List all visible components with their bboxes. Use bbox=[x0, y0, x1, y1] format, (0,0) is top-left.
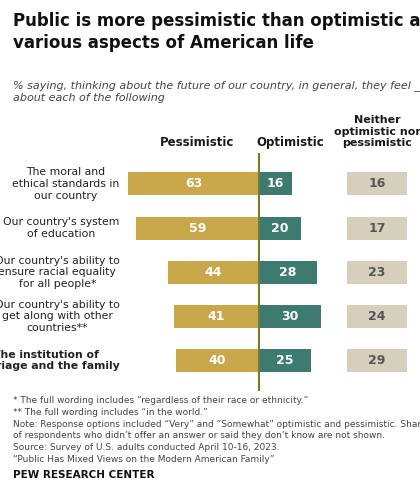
Text: Optimistic: Optimistic bbox=[256, 136, 324, 149]
Text: * The full wording includes “regardless of their race or ethnicity.”
** The full: * The full wording includes “regardless … bbox=[13, 396, 420, 464]
Bar bbox=[168, 260, 259, 284]
Text: 25: 25 bbox=[276, 354, 294, 367]
Text: % saying, thinking about the future of our country, in general, they feel ____
a: % saying, thinking about the future of o… bbox=[13, 80, 420, 104]
Text: 63: 63 bbox=[185, 177, 202, 191]
Text: Public is more pessimistic than optimistic about
various aspects of American lif: Public is more pessimistic than optimist… bbox=[13, 12, 420, 52]
Bar bbox=[259, 260, 317, 284]
Bar bbox=[259, 349, 311, 372]
Text: Our country's system
of education: Our country's system of education bbox=[3, 217, 120, 239]
Text: 29: 29 bbox=[368, 354, 386, 367]
Bar bbox=[136, 217, 259, 240]
Bar bbox=[174, 305, 259, 328]
Text: 16: 16 bbox=[368, 177, 386, 191]
Text: 20: 20 bbox=[271, 222, 289, 235]
Text: 44: 44 bbox=[205, 266, 222, 278]
Text: Our country's ability to
ensure racial equality
for all people*: Our country's ability to ensure racial e… bbox=[0, 256, 120, 289]
Text: Neither
optimistic nor
pessimistic: Neither optimistic nor pessimistic bbox=[333, 115, 420, 148]
Text: Pessimistic: Pessimistic bbox=[160, 136, 234, 149]
Bar bbox=[259, 173, 292, 195]
Bar bbox=[259, 217, 301, 240]
Text: Our country's ability to
get along with other
countries**: Our country's ability to get along with … bbox=[0, 300, 120, 333]
Text: 41: 41 bbox=[207, 310, 225, 323]
Bar bbox=[128, 173, 259, 195]
Text: 40: 40 bbox=[209, 354, 226, 367]
Text: 30: 30 bbox=[281, 310, 299, 323]
Text: 17: 17 bbox=[368, 222, 386, 235]
Text: 28: 28 bbox=[279, 266, 297, 278]
Text: The moral and
ethical standards in
our country: The moral and ethical standards in our c… bbox=[13, 167, 120, 201]
Text: 24: 24 bbox=[368, 310, 386, 323]
Text: 23: 23 bbox=[368, 266, 386, 278]
Text: The institution of
marriage and the family: The institution of marriage and the fami… bbox=[0, 349, 120, 371]
Bar bbox=[259, 305, 321, 328]
Bar bbox=[176, 349, 259, 372]
Text: 16: 16 bbox=[267, 177, 284, 191]
Text: 59: 59 bbox=[189, 222, 206, 235]
Text: PEW RESEARCH CENTER: PEW RESEARCH CENTER bbox=[13, 470, 154, 480]
